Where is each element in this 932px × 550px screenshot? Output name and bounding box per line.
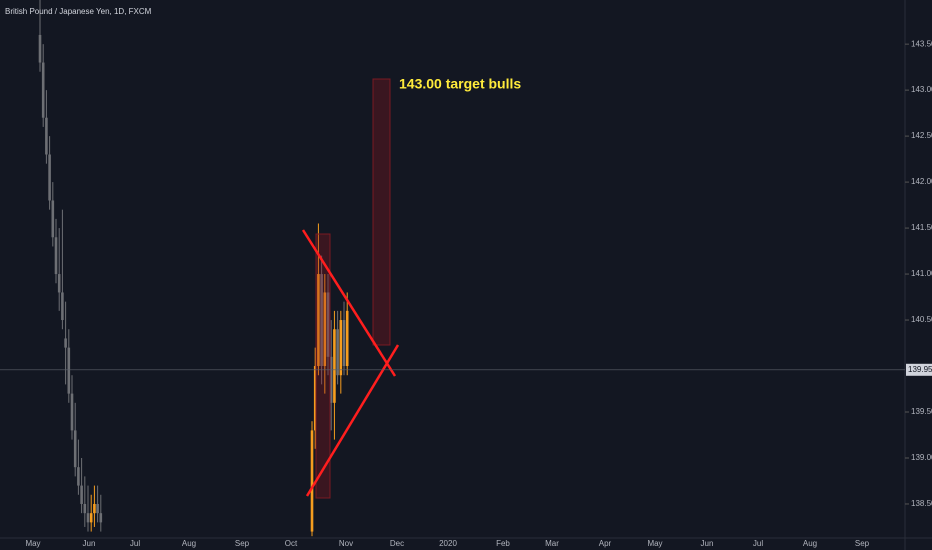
candle-body [342, 320, 346, 367]
candle-body [51, 200, 55, 238]
candle-body [317, 274, 320, 367]
candle-body [336, 329, 339, 376]
x-tick-label: Jun [83, 539, 96, 548]
last-price-label: 139.959 [908, 365, 932, 374]
candle-body [45, 117, 48, 155]
candle-body [93, 503, 96, 514]
candle-body [61, 292, 64, 321]
y-tick-label: 139.500 [911, 407, 932, 416]
plot [38, 0, 349, 537]
candle-body [38, 34, 42, 63]
y-tick-label: 141.500 [911, 223, 932, 232]
x-tick-label: 2020 [439, 539, 457, 548]
target-box [372, 78, 391, 346]
candle-body [326, 292, 330, 357]
x-tick-label: Dec [390, 539, 404, 548]
candle-body [313, 366, 317, 431]
candle-body [99, 513, 103, 523]
candle-body [329, 356, 333, 403]
y-tick-label: 143.000 [911, 85, 932, 94]
candle-body [48, 154, 51, 201]
x-tick-label: Aug [803, 539, 817, 548]
y-tick-label: 138.500 [911, 499, 932, 508]
candle-body [339, 320, 343, 376]
chart-title: British Pound / Japanese Yen, 1D, FXCM [5, 7, 152, 16]
x-tick-label: May [647, 539, 662, 548]
candle-body [345, 310, 349, 367]
x-tick-label: Mar [545, 539, 559, 548]
x-tick-label: Feb [496, 539, 510, 548]
candle-body [70, 393, 74, 431]
last-price-tag [906, 363, 932, 376]
candle-body [67, 347, 71, 394]
trend-line [301, 229, 397, 377]
trend-line [305, 344, 400, 497]
y-tick-label: 142.500 [911, 131, 932, 140]
x-tick-label: Oct [285, 539, 298, 548]
candle-body [54, 237, 58, 275]
y-tick-label: 140.500 [911, 315, 932, 324]
x-tick-label: Jun [701, 539, 714, 548]
candle-body [57, 274, 61, 293]
candle-body [89, 513, 93, 523]
x-tick-label: May [25, 539, 40, 548]
candle-body [310, 430, 314, 532]
y-tick-label: 141.000 [911, 269, 932, 278]
x-tick-label: Jul [753, 539, 763, 548]
y-tick-label: 139.000 [911, 453, 932, 462]
candle-body [83, 503, 87, 514]
candle-body [64, 338, 67, 348]
candle-body [77, 467, 80, 486]
y-tick-label: 142.000 [911, 177, 932, 186]
x-tick-label: Apr [599, 539, 612, 548]
candle-body [73, 430, 77, 468]
candle-body [86, 513, 90, 523]
y-tick-label: 143.500 [911, 39, 932, 48]
x-tick-label: Jul [130, 539, 140, 548]
x-tick-label: Nov [339, 539, 353, 548]
range-box [315, 233, 331, 499]
candle-body [80, 485, 83, 504]
candle-body [333, 329, 336, 403]
x-tick-label: Aug [182, 539, 196, 548]
candle-body [96, 503, 99, 514]
x-tick-label: Sep [855, 539, 870, 548]
annotation: 143.00 target bulls [399, 76, 521, 92]
candle-body [41, 62, 45, 118]
x-tick-label: Sep [235, 539, 250, 548]
candle-body [320, 274, 323, 367]
candle-body [323, 292, 327, 367]
